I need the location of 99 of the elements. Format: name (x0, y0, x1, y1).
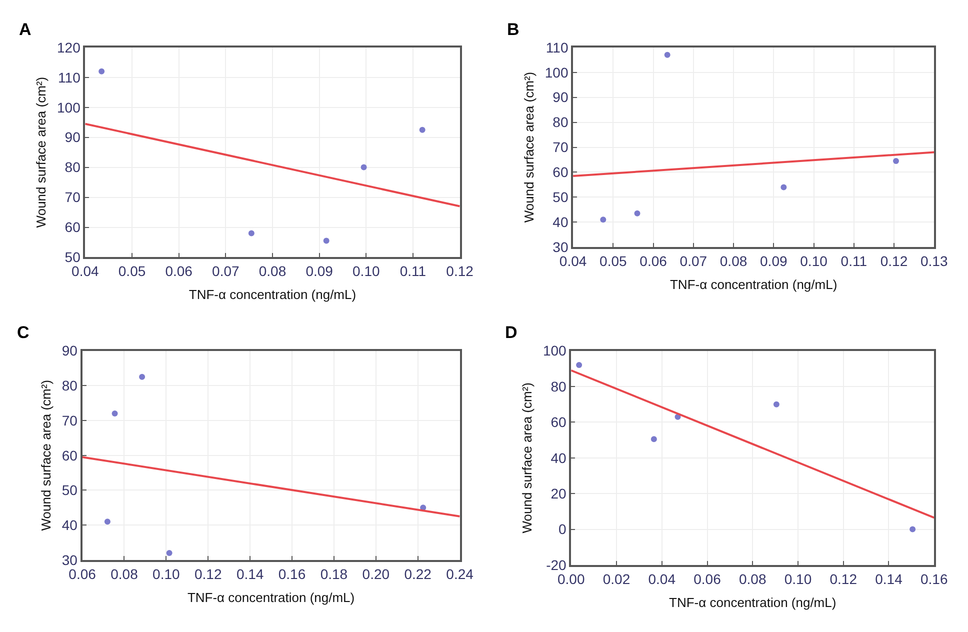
y-tick-label: 100 (542, 342, 567, 359)
x-tick-label: 0.13 (920, 252, 948, 269)
x-tick-label: 0.10 (800, 252, 828, 269)
y-tick-label: 90 (64, 129, 81, 146)
y-axis-title: Wound surface area (cm²) (521, 72, 536, 223)
x-tick-label: 0.12 (446, 263, 474, 280)
x-tick-label: 0.20 (362, 566, 390, 582)
point (166, 550, 172, 556)
y-tick-label: -20 (546, 556, 567, 573)
point (780, 184, 787, 190)
x-tick-label: 0.06 (694, 570, 722, 587)
y-tick-label: 50 (552, 189, 568, 206)
point (360, 164, 367, 170)
point (600, 216, 606, 223)
x-tick-label: 0.12 (830, 570, 858, 587)
x-tick-label: 0.16 (920, 570, 948, 587)
point (576, 362, 582, 368)
x-tick-label: 0.05 (118, 263, 146, 280)
x-tick-label: 0.14 (875, 570, 903, 587)
x-axis-title: TNF-α concentration (ng/mL) (187, 590, 355, 605)
point (139, 374, 146, 380)
x-tick-label: 0.11 (400, 263, 426, 280)
chart-title: A (19, 20, 32, 39)
y-axis-title: Wound surface area (cm²) (519, 382, 534, 534)
y-tick-label: 60 (62, 447, 78, 464)
x-tick-label: 0.06 (68, 566, 96, 582)
x-tick-label: 0.07 (680, 252, 708, 269)
x-tick-label: 0.10 (152, 566, 180, 582)
x-tick-label: 0.12 (194, 566, 222, 582)
y-tick-label: 100 (544, 64, 568, 80)
chart-title: B (507, 20, 520, 39)
y-tick-label: 50 (62, 482, 78, 498)
y-axis-title: Wound surface area (cm²) (38, 380, 54, 531)
x-tick-label: 0.02 (602, 570, 630, 587)
x-tick-label: 0.10 (784, 570, 812, 587)
x-tick-label: 0.24 (446, 566, 474, 582)
x-tick-label: 0.05 (600, 252, 628, 269)
point (248, 230, 254, 236)
x-tick-label: 0.04 (559, 252, 587, 269)
y-tick-label: 60 (64, 219, 81, 236)
point (910, 526, 916, 532)
x-tick-label: 0.18 (320, 566, 348, 582)
point (323, 238, 330, 244)
y-tick-label: 50 (64, 249, 81, 266)
y-axis-title: Wound surface area (cm²) (33, 76, 48, 228)
y-tick-label: 70 (552, 139, 568, 156)
y-tick-label: 80 (552, 114, 568, 130)
x-axis-title: TNF-α concentration (ng/mL) (669, 594, 836, 610)
x-axis-title: TNF-α concentration (ng/mL) (188, 287, 356, 302)
y-tick-label: 70 (62, 412, 78, 428)
x-tick-label: 0.09 (306, 263, 334, 280)
x-tick-label: 0.09 (760, 252, 788, 269)
y-tick-label: 90 (552, 89, 568, 106)
chart-title: C (17, 323, 30, 342)
x-axis-title: TNF-α concentration (ng/mL) (670, 277, 838, 292)
y-tick-label: 100 (57, 99, 81, 116)
x-tick-label: 0.12 (880, 252, 908, 269)
x-tick-label: 0.07 (212, 263, 240, 280)
y-tick-label: 110 (58, 69, 81, 86)
point (104, 518, 110, 525)
y-tick-label: 110 (546, 39, 568, 56)
y-tick-label: 120 (57, 39, 81, 56)
x-tick-label: 0.08 (110, 566, 138, 582)
x-tick-label: 0.22 (404, 566, 432, 582)
x-tick-label: 0.08 (720, 252, 748, 269)
point (650, 436, 657, 442)
x-tick-label: 0.08 (738, 570, 766, 587)
y-tick-label: 20 (550, 485, 567, 502)
point (664, 52, 670, 58)
x-tick-label: 0.04 (648, 570, 676, 587)
x-tick-label: 0.10 (352, 263, 380, 280)
x-tick-label: 0.06 (165, 263, 193, 280)
y-tick-label: 0 (558, 521, 567, 538)
point (112, 410, 118, 417)
x-tick-label: 0.00 (557, 570, 585, 587)
y-tick-label: 90 (62, 342, 78, 359)
x-tick-label: 0.06 (640, 252, 668, 269)
x-tick-label: 0.14 (236, 566, 264, 582)
y-tick-label: 80 (64, 159, 81, 176)
y-tick-label: 40 (62, 516, 78, 533)
y-tick-label: 30 (62, 552, 78, 568)
y-tick-label: 60 (550, 414, 567, 430)
x-tick-label: 0.04 (72, 263, 100, 280)
x-tick-label: 0.11 (840, 252, 868, 269)
point (893, 158, 900, 164)
y-tick-label: 40 (552, 214, 568, 230)
x-tick-label: 0.08 (258, 263, 286, 280)
point (419, 126, 426, 133)
y-tick-label: 30 (552, 239, 568, 256)
y-tick-label: 80 (550, 378, 567, 394)
point (773, 401, 780, 408)
point (98, 68, 105, 74)
y-tick-label: 80 (62, 378, 78, 394)
chart-title: D (505, 323, 518, 342)
point (634, 210, 640, 216)
y-tick-label: 40 (550, 450, 567, 466)
x-tick-label: 0.16 (278, 566, 306, 582)
y-tick-label: 70 (64, 189, 81, 206)
y-tick-label: 60 (552, 164, 568, 180)
